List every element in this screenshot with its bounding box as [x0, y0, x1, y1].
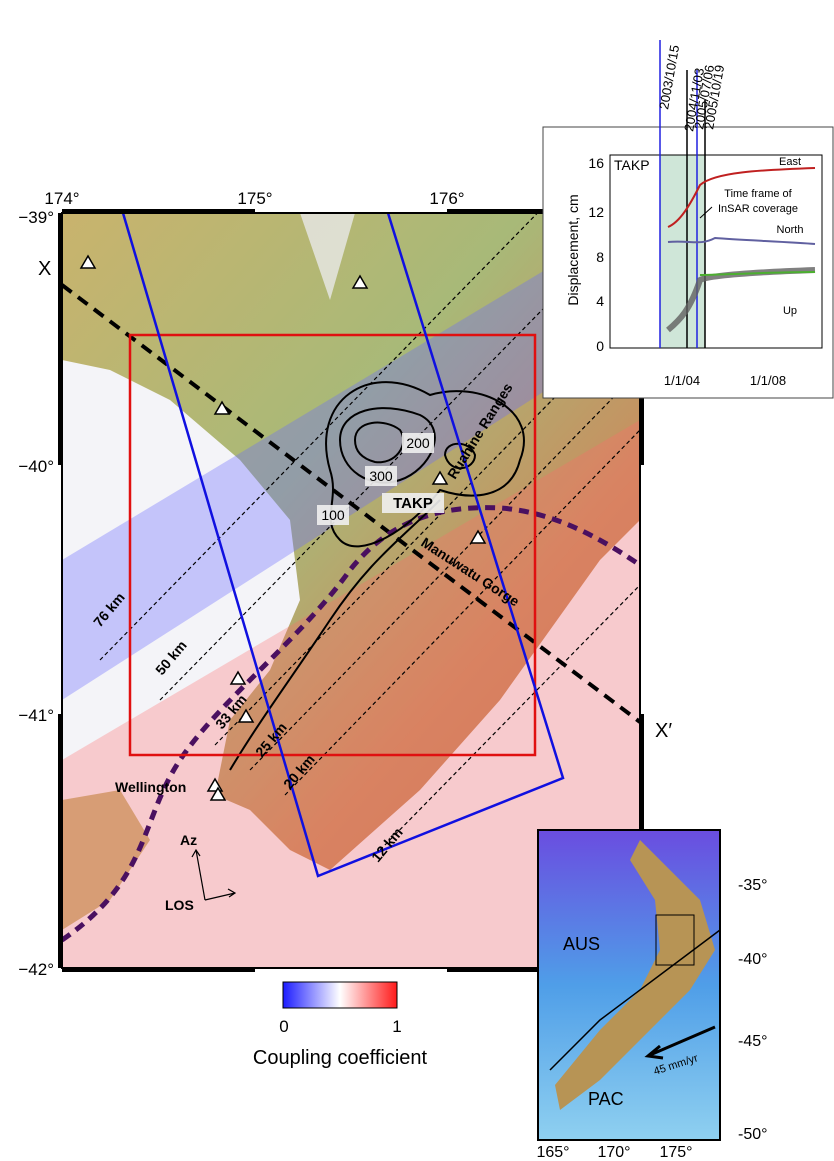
lon-label: 176°: [429, 189, 464, 208]
azimuth-label: Az: [180, 832, 197, 848]
ts-y-label: Displacement, cm: [565, 194, 581, 305]
lat-label: −41°: [18, 706, 54, 725]
lat-label: −42°: [18, 960, 54, 979]
profile-start: X: [38, 258, 51, 280]
lat-label: −39°: [18, 208, 54, 227]
station-label: TAKP: [393, 495, 433, 512]
page: { "main_map": { "lon_ticks": ["174°", "1…: [0, 0, 834, 1161]
contour-label: 200: [406, 435, 430, 451]
contour-label: 100: [321, 507, 345, 523]
plate-label: AUS: [563, 934, 600, 954]
ts-annotation: Time frame of: [724, 188, 792, 200]
colorbar-max: 1: [392, 1017, 401, 1036]
ts-component: Up: [783, 305, 797, 317]
ts-x-tick: 1/1/04: [664, 373, 700, 388]
lon-label: 174°: [44, 189, 79, 208]
inset-lat-label: -50°: [738, 1126, 768, 1143]
plate-label: PAC: [588, 1089, 624, 1109]
lat-label: −40°: [18, 457, 54, 476]
ts-component: North: [777, 224, 804, 236]
ts-annotation: InSAR coverage: [718, 203, 798, 215]
colorbar-title: Coupling coefficient: [253, 1047, 428, 1069]
inset-lon-label: 165°: [536, 1144, 569, 1161]
ts-y-tick: 12: [588, 204, 604, 220]
inset-lat-label: -35°: [738, 877, 768, 894]
ts-y-tick: 4: [596, 293, 604, 309]
inset-lat-label: -40°: [738, 951, 768, 968]
figure: 174° 175° 176° −39° −40° −41° −42° X X′ …: [0, 0, 834, 1161]
ts-station: TAKP: [614, 157, 650, 173]
colorbar: [283, 982, 397, 1008]
date-labels: 2003/10/15 2004/11/03 2005/07/06 2005/10…: [656, 44, 727, 133]
inset-lon-label: 175°: [659, 1144, 692, 1161]
map-lon-labels: 174° 175° 176°: [44, 189, 464, 208]
place-label: Wellington: [115, 779, 186, 795]
inset-lon-labels: 165° 170° 175°: [536, 1144, 692, 1161]
colorbar-min: 0: [279, 1017, 288, 1036]
contour-label: 300: [369, 468, 393, 484]
inset-lon-label: 170°: [597, 1144, 630, 1161]
map-lat-labels: −39° −40° −41° −42°: [18, 208, 54, 979]
ts-x-tick: 1/1/08: [750, 373, 786, 388]
inset-lat-labels: -35° -40° -45° -50°: [738, 877, 768, 1143]
ts-y-tick: 16: [588, 155, 604, 171]
profile-end: X′: [655, 720, 672, 742]
ts-component: East: [779, 156, 801, 168]
ts-y-tick: 0: [596, 338, 604, 354]
inset-lat-label: -45°: [738, 1033, 768, 1050]
los-label: LOS: [165, 897, 194, 913]
lon-label: 175°: [237, 189, 272, 208]
ts-y-tick: 8: [596, 249, 604, 265]
